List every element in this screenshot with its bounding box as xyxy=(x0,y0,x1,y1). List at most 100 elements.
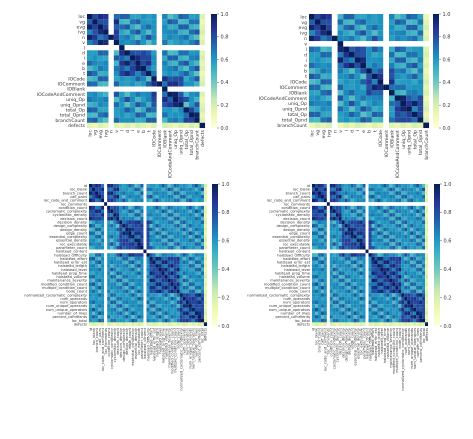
heatmap-cell xyxy=(383,318,387,323)
heatmap-cell xyxy=(185,256,189,261)
heatmap-cell xyxy=(140,245,144,250)
heatmap-cell xyxy=(354,62,361,69)
heatmap-cell xyxy=(103,81,109,87)
heatmap-cell xyxy=(87,65,93,72)
heatmap-cell xyxy=(143,224,147,228)
heatmap-cell xyxy=(320,296,324,301)
x-tick-label: design_density xyxy=(347,327,351,355)
heatmap-cell xyxy=(149,278,153,283)
heatmap-cell xyxy=(191,296,195,301)
heatmap-cell xyxy=(122,209,126,214)
heatmap-cell xyxy=(309,111,315,118)
heatmap-cell xyxy=(398,311,402,316)
heatmap-cell xyxy=(116,191,120,195)
heatmap-cell xyxy=(326,216,330,221)
heatmap-cell xyxy=(329,220,333,225)
heatmap-cell xyxy=(410,216,414,221)
y-tick-label: halstead_difficulty xyxy=(54,253,88,257)
heatmap-cell xyxy=(164,187,168,192)
heatmap-cell xyxy=(371,194,375,199)
heatmap-cell xyxy=(172,60,179,66)
heatmap-cell xyxy=(337,68,344,74)
y-tick-label: e xyxy=(82,62,85,67)
heatmap-cell xyxy=(137,191,141,195)
heatmap-cell xyxy=(332,315,336,319)
heatmap-cell xyxy=(140,96,147,103)
heatmap-cell xyxy=(170,307,174,312)
heatmap-cell xyxy=(179,249,183,254)
heatmap-cell xyxy=(413,224,417,228)
heatmap-cell xyxy=(108,14,114,20)
heatmap-cell xyxy=(124,50,130,56)
heatmap-cell xyxy=(185,296,189,301)
heatmap-cell xyxy=(356,253,360,257)
heatmap-cell xyxy=(128,194,132,199)
heatmap-cell xyxy=(164,296,168,301)
y-tick-label: essential_complexity xyxy=(272,235,310,239)
heatmap-cell xyxy=(377,253,381,257)
x-tick-label: num_unique_operators xyxy=(413,328,417,369)
x-tick-label: IOCode xyxy=(152,130,158,147)
heatmap-cell xyxy=(356,282,360,286)
heatmap-cell xyxy=(203,256,208,261)
heatmap-cell xyxy=(368,311,372,316)
heatmap-cell xyxy=(170,278,174,283)
x-tick-label: loc_total xyxy=(422,328,426,343)
heatmap-cell xyxy=(103,29,109,35)
heatmap-cell xyxy=(343,57,350,63)
heatmap-cell xyxy=(425,296,429,301)
heatmap-cell xyxy=(161,216,165,221)
heatmap-cell xyxy=(146,227,150,232)
heatmap-cell xyxy=(158,253,162,257)
heatmap-cell xyxy=(98,322,102,327)
heatmap-cell xyxy=(182,209,186,214)
heatmap-cell xyxy=(335,307,339,312)
heatmap-cell xyxy=(170,304,174,308)
heatmap-cell xyxy=(131,293,135,297)
heatmap-cell xyxy=(191,202,195,206)
heatmap-cell xyxy=(183,91,189,97)
heatmap-cell xyxy=(203,184,208,188)
heatmap-cell xyxy=(329,271,333,276)
heatmap-cell xyxy=(129,81,136,87)
heatmap-cell xyxy=(323,220,327,225)
heatmap-cell xyxy=(417,111,424,118)
x-tick-label: total_Opnd xyxy=(418,130,424,155)
heatmap-cell xyxy=(425,315,429,319)
heatmap-cell xyxy=(188,220,192,225)
heatmap-cell xyxy=(194,198,198,203)
heatmap-cell xyxy=(143,256,147,261)
heatmap-cell xyxy=(188,238,192,243)
heatmap-cell xyxy=(344,198,348,203)
heatmap-cell xyxy=(194,307,198,312)
heatmap-cell xyxy=(98,267,102,272)
heatmap-cell xyxy=(124,117,130,123)
heatmap-cell xyxy=(383,52,390,58)
heatmap-cell xyxy=(341,231,345,236)
heatmap-cell xyxy=(371,318,375,323)
colorbar xyxy=(212,184,218,326)
heatmap-cell xyxy=(155,322,159,327)
heatmap-cell xyxy=(183,14,189,20)
heatmap-cell xyxy=(128,307,132,312)
heatmap-cell xyxy=(110,216,114,221)
heatmap-cell xyxy=(389,46,395,53)
heatmap-cell xyxy=(143,311,147,316)
heatmap-cell xyxy=(329,231,333,236)
heatmap-cell xyxy=(119,249,123,254)
heatmap-cell xyxy=(140,220,144,225)
heatmap-cell xyxy=(337,52,344,58)
heatmap-cell xyxy=(392,245,396,250)
heatmap-cell xyxy=(365,282,369,286)
heatmap-cell xyxy=(413,311,417,316)
heatmap-cell xyxy=(371,285,375,290)
heatmap-cell xyxy=(360,90,367,96)
heatmap-cell xyxy=(332,264,336,268)
heatmap-cell xyxy=(146,311,150,316)
heatmap-cell xyxy=(354,73,361,80)
heatmap-cell xyxy=(407,275,411,279)
heatmap-cell xyxy=(326,100,332,107)
heatmap-cell xyxy=(386,198,390,203)
heatmap-cell xyxy=(134,202,138,206)
heatmap-cell xyxy=(103,76,109,82)
